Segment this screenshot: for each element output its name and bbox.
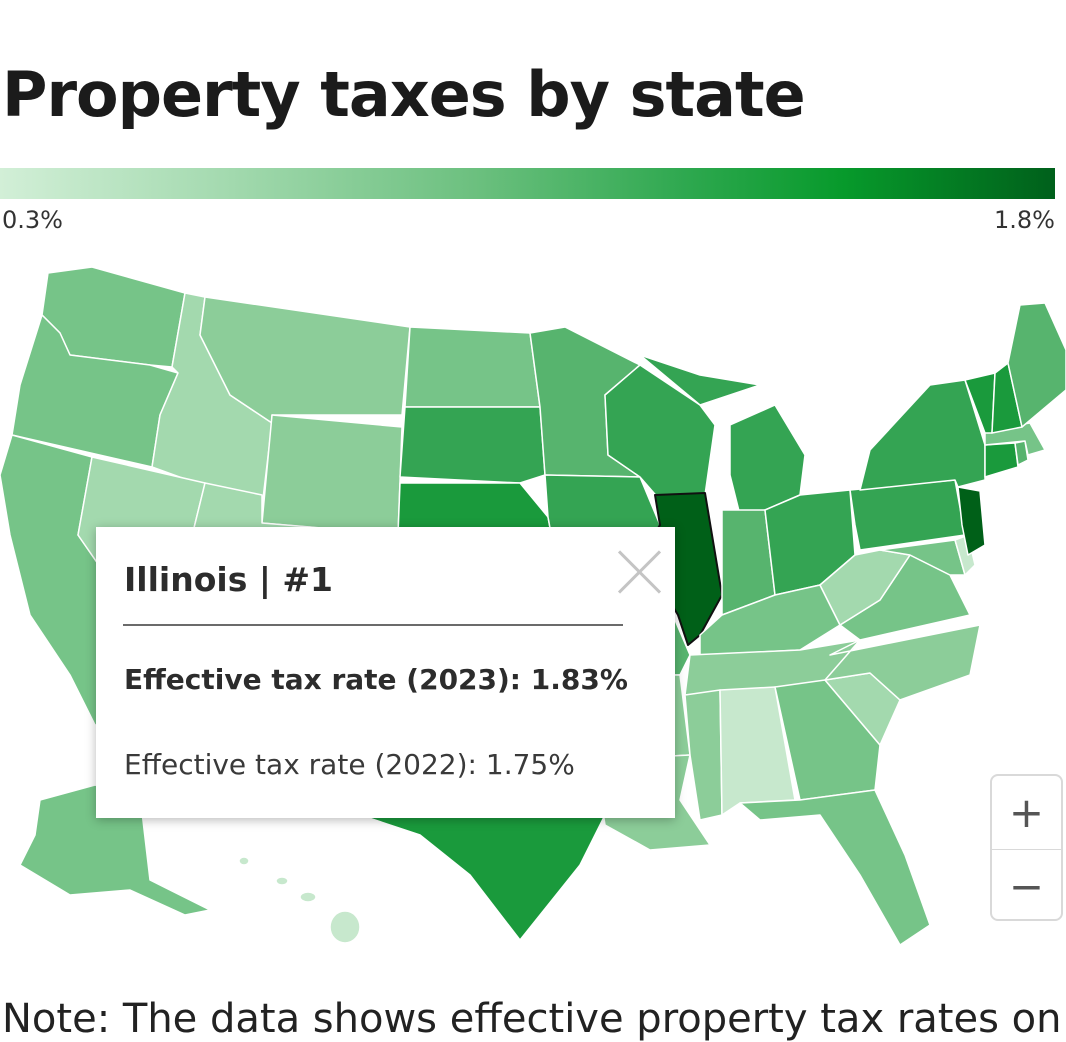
state-connecticut[interactable]: [984, 442, 1019, 478]
state-north-dakota[interactable]: [404, 326, 541, 408]
legend-min-label: 0.3%: [2, 206, 63, 234]
state-maine[interactable]: [1007, 302, 1066, 428]
close-icon[interactable]: [617, 549, 661, 593]
state-tooltip-popup: Illinois | #1 Effective tax rate (2023):…: [96, 527, 675, 818]
footnote: Note: The data shows effective property …: [2, 996, 1062, 1042]
state-hawaii-island-4[interactable]: [238, 856, 250, 866]
zoom-out-button[interactable]: −: [1008, 862, 1045, 911]
state-kentucky[interactable]: [699, 584, 841, 656]
legend-gradient-bar: [0, 168, 1055, 199]
state-new-york[interactable]: [859, 379, 986, 491]
tooltip-divider: [123, 624, 623, 626]
page-title: Property taxes by state: [2, 58, 806, 131]
state-hawaii-island-3[interactable]: [275, 876, 289, 886]
tooltip-rate-2023: Effective tax rate (2023): 1.83%: [124, 663, 628, 696]
zoom-divider: [992, 849, 1061, 850]
zoom-in-button[interactable]: +: [1008, 788, 1045, 837]
state-hawaii[interactable]: [329, 910, 361, 944]
legend-max-label: 1.8%: [994, 206, 1055, 234]
state-north-carolina[interactable]: [824, 624, 981, 701]
tooltip-state-name: Illinois | #1: [124, 560, 333, 599]
state-wyoming[interactable]: [261, 414, 403, 536]
tooltip-rate-2022: Effective tax rate (2022): 1.75%: [124, 748, 575, 781]
state-florida[interactable]: [739, 789, 931, 946]
state-maryland[interactable]: [879, 539, 966, 576]
state-hawaii-island-2[interactable]: [299, 891, 317, 903]
state-pennsylvania[interactable]: [849, 479, 966, 551]
state-new-jersey[interactable]: [957, 486, 986, 556]
state-south-dakota[interactable]: [399, 406, 546, 484]
zoom-control: + −: [990, 774, 1063, 921]
state-georgia[interactable]: [774, 679, 881, 801]
state-mississippi[interactable]: [684, 689, 723, 821]
